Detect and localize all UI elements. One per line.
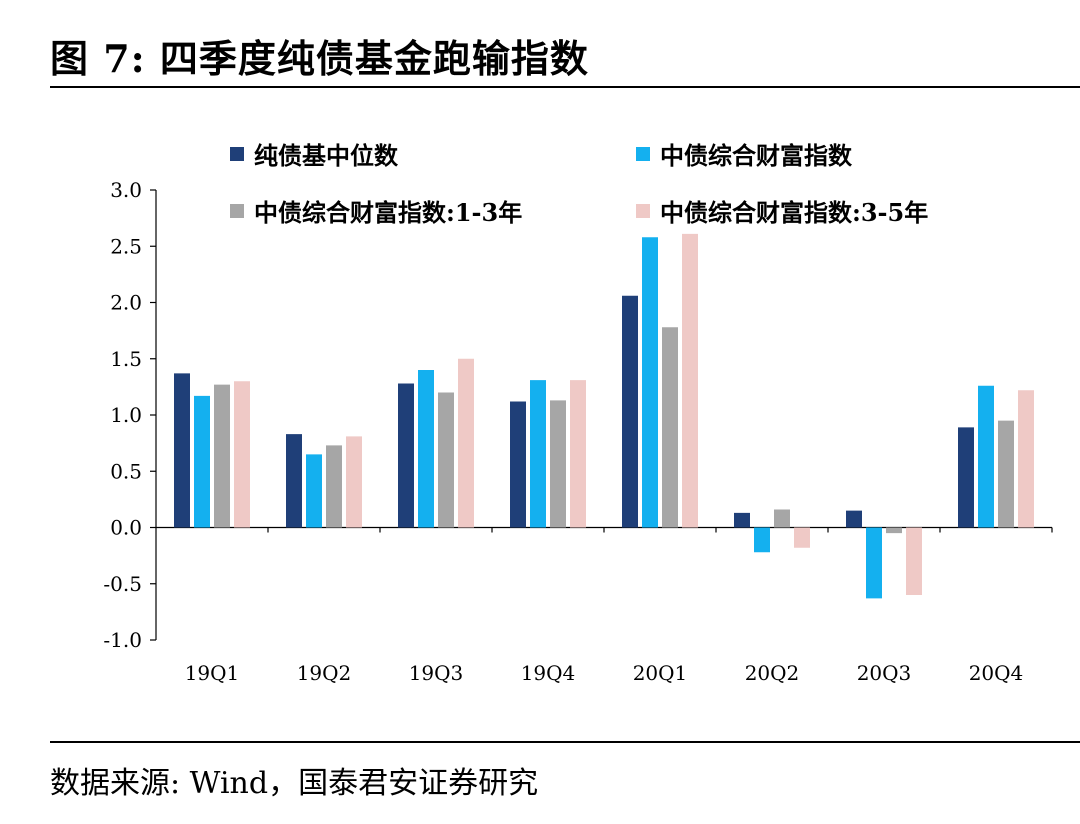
bar: [326, 445, 342, 528]
bar: [510, 401, 526, 528]
source-rule: [50, 741, 1080, 743]
legend-label: 中债综合财富指数:1-3年: [254, 198, 523, 227]
bar: [734, 512, 750, 528]
legend-item: 中债综合财富指数: [636, 136, 852, 171]
y-tick-label: 2.0: [110, 291, 142, 315]
bar: [174, 373, 190, 528]
bar: [346, 436, 362, 528]
figure-title: 图 7: 四季度纯债基金跑输指数: [50, 36, 589, 81]
bar: [906, 527, 922, 595]
legend-swatch: [230, 146, 244, 161]
bar: [622, 295, 638, 528]
bar: [398, 383, 414, 528]
bar: [1018, 390, 1034, 528]
bar: [998, 420, 1014, 528]
legend-swatch: [636, 203, 650, 218]
legend-item: 纯债基中位数: [230, 136, 398, 171]
y-tick-label: 0.5: [110, 459, 142, 483]
bar: [530, 380, 546, 528]
bar: [754, 527, 770, 553]
legend-label: 中债综合财富指数: [660, 141, 852, 170]
bar: [214, 384, 230, 528]
x-tick-label: 20Q2: [745, 661, 800, 685]
bar: [438, 392, 454, 528]
x-tick-label: 20Q3: [857, 661, 912, 685]
bar: [234, 381, 250, 528]
bar: [682, 233, 698, 528]
y-tick-label: 3.0: [110, 178, 142, 202]
bar: [286, 434, 302, 528]
legend-swatch: [636, 146, 650, 161]
y-tick-label: 1.5: [110, 347, 142, 371]
x-tick-label: 19Q4: [521, 661, 576, 685]
bar: [418, 370, 434, 528]
bar: [958, 427, 974, 528]
legend-label: 中债综合财富指数:3-5年: [660, 198, 929, 227]
bar: [978, 385, 994, 528]
bar: [794, 527, 810, 548]
bar: [306, 454, 322, 528]
bar: [662, 327, 678, 528]
legend-item: 中债综合财富指数:3-5年: [636, 193, 928, 228]
x-tick-label: 20Q4: [969, 661, 1024, 685]
legend-item: 中债综合财富指数:1-3年: [230, 193, 522, 228]
x-tick-label: 19Q3: [409, 661, 464, 685]
y-tick-label: 1.0: [110, 403, 142, 427]
bar: [194, 395, 210, 528]
x-tick-label: 19Q2: [297, 661, 352, 685]
y-tick-label: -1.0: [103, 628, 142, 652]
x-tick-label: 19Q1: [185, 661, 240, 685]
y-tick-label: 0.0: [110, 516, 142, 540]
y-tick-label: 2.5: [110, 234, 142, 258]
bar: [550, 400, 566, 528]
bar: [846, 510, 862, 528]
bar: [458, 358, 474, 528]
y-tick-label: -0.5: [103, 572, 142, 596]
bar: [570, 380, 586, 528]
bar: [886, 527, 902, 534]
bar: [866, 527, 882, 599]
bar-chart: 3.0 2.5 2.0 1.5 1.0 0.5 0.0 -0.5 -1.0 19Q1 19Q2 19Q…: [103, 178, 1053, 685]
source-note: 数据来源: Wind，国泰君安证券研究: [50, 766, 539, 801]
bar: [774, 509, 790, 528]
bar: [642, 237, 658, 528]
title-rule: [50, 86, 1080, 88]
x-tick-label: 20Q1: [633, 661, 688, 685]
legend-swatch: [230, 203, 244, 218]
legend-label: 纯债基中位数: [254, 141, 398, 170]
